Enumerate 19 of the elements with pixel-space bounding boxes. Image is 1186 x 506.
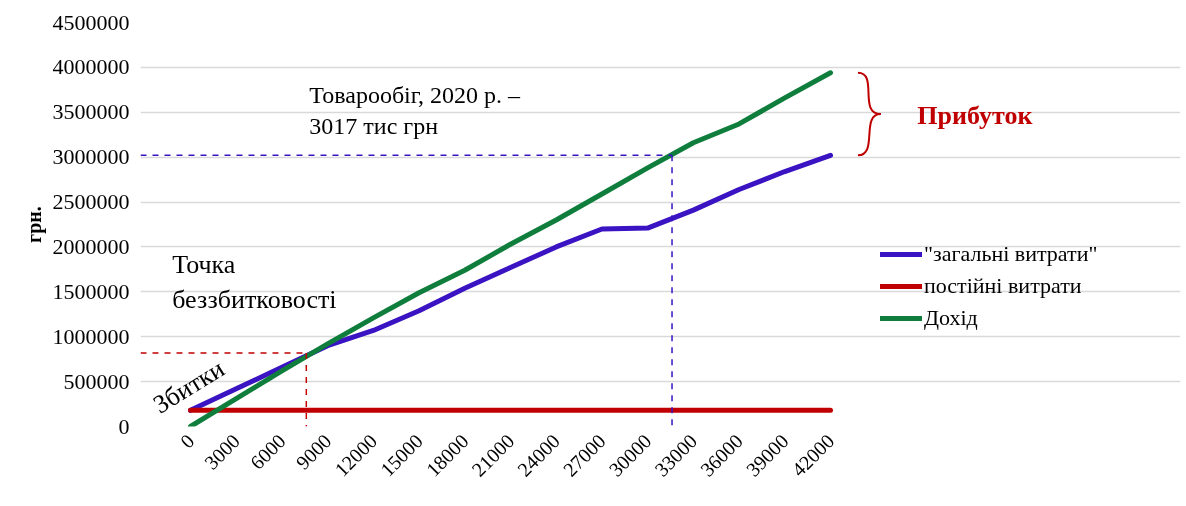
y-tick-label: 4500000 (52, 9, 130, 35)
annotation: Точка беззбитковості (172, 250, 337, 315)
legend-label: Дохід (924, 305, 978, 331)
y-tick-label: 1500000 (52, 278, 130, 304)
y-tick-label: 3500000 (52, 99, 130, 125)
legend-label: постійні витрати (924, 273, 1082, 299)
x-tick-label: 0 (175, 429, 199, 453)
text: Прибуток (917, 101, 1033, 131)
y-tick-label: 3000000 (52, 144, 130, 170)
annotation: Товарообіг, 2020 р. – 3017 тис грн (309, 82, 521, 140)
y-tick-label: 0 (118, 413, 130, 439)
y-tick-label: 2000000 (52, 233, 130, 259)
x-tick-label: 6000 (245, 429, 290, 474)
y-tick-label: 2500000 (52, 189, 130, 215)
y-axis-title: грн. (22, 206, 46, 243)
y-tick-label: 4000000 (52, 54, 130, 80)
y-tick-label: 1000000 (52, 323, 130, 349)
legend-label: "загальні витрати" (924, 241, 1098, 267)
y-tick-label: 500000 (63, 368, 130, 394)
